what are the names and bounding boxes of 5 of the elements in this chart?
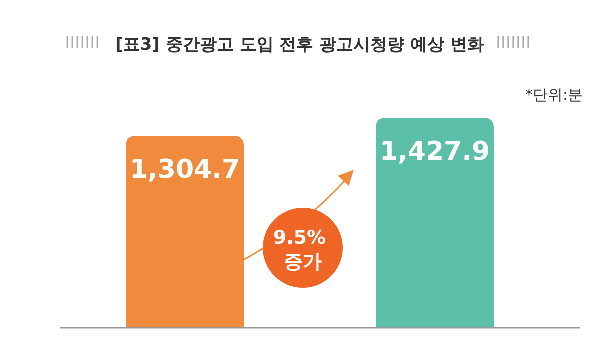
annotation: 9.5% 증가 [273,227,333,273]
data-label: 1,304.7 [130,155,240,186]
chart-title: [표3] 중간광고 도입 전후 광고시청량 예상 변화 [116,35,484,55]
data-label: 1,427.9 [380,137,490,167]
text: *단위:분 [525,86,583,104]
